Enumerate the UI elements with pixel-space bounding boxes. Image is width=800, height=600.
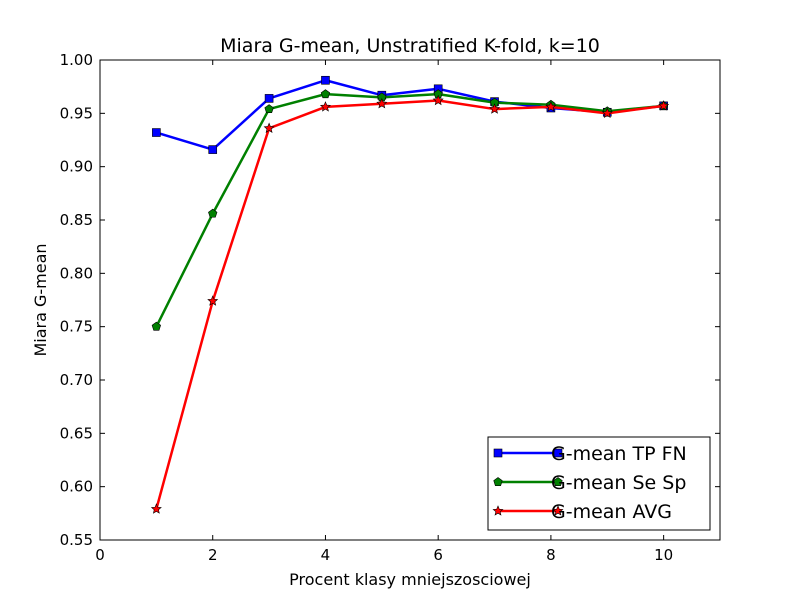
legend-marker (553, 477, 563, 486)
data-point (208, 145, 218, 154)
legend-marker (493, 448, 503, 458)
legend-entry: G-mean AVG (492, 501, 672, 523)
legend-label: G-mean TP FN (551, 443, 687, 465)
y-tick-label: 0.60 (60, 478, 93, 496)
plot-area-frame (99, 59, 721, 541)
y-tick-label: 1.00 (60, 51, 93, 69)
data-point (319, 101, 331, 112)
y-tick-label: 0.90 (60, 158, 93, 176)
legend-label: G-mean AVG (551, 501, 672, 523)
chart-title: Miara G-mean, Unstratified K-fold, k=10 (220, 35, 600, 57)
data-point (376, 97, 388, 109)
data-point (321, 75, 330, 85)
y-tick-label: 0.70 (60, 371, 93, 389)
data-point (152, 128, 161, 137)
y-axis-label: Miara G-mean (31, 243, 50, 356)
x-tick-label: 6 (433, 546, 443, 564)
x-axis-label: Procent klasy mniejszosciowej (289, 570, 531, 589)
x-tick-label: 0 (95, 546, 105, 564)
data-point (601, 107, 613, 119)
y-tick-label: 0.75 (60, 318, 93, 336)
x-tick-label: 10 (654, 546, 673, 564)
data-point (658, 100, 670, 111)
data-point (207, 295, 219, 306)
legend-marker (553, 448, 563, 458)
series-line (155, 92, 664, 328)
data-point (264, 94, 274, 103)
data-point (150, 503, 162, 514)
data-point (264, 104, 274, 114)
legend-marker (492, 505, 504, 516)
data-point (432, 94, 444, 106)
y-tick-label: 0.65 (60, 424, 93, 442)
series-line (155, 99, 664, 510)
y-tick-label: 0.85 (60, 211, 93, 229)
legend: G-mean TP FN G-mean Se Sp G-mean AVG (487, 436, 711, 531)
y-tick-label: 0.95 (60, 104, 93, 122)
y-tick-label: 0.55 (60, 531, 93, 549)
x-tick-label: 2 (208, 546, 218, 564)
x-tick-label: 4 (321, 546, 331, 564)
series-layer (150, 75, 670, 514)
data-point (320, 89, 331, 99)
legend-label: G-mean Se Sp (551, 472, 686, 494)
ticks-layer: 0 2 4 6 8 10 0.55 0.60 0.65 0.70 0.75 0.80 0.85 0.90 0… (60, 51, 720, 564)
legend-marker (552, 505, 564, 516)
legend-entries: G-mean TP FN G-mean Se Sp G-mean AVG (492, 443, 687, 523)
data-point (545, 101, 557, 112)
data-point (263, 122, 275, 133)
data-point (151, 321, 161, 331)
y-tick-label: 0.80 (60, 264, 93, 282)
x-tick-label: 8 (546, 546, 556, 564)
series-3 (150, 94, 670, 514)
legend-marker (493, 477, 503, 486)
data-point (208, 208, 218, 218)
data-point (489, 103, 501, 114)
legend-entry: G-mean TP FN (493, 443, 687, 465)
legend-entry: G-mean Se Sp (493, 472, 686, 494)
